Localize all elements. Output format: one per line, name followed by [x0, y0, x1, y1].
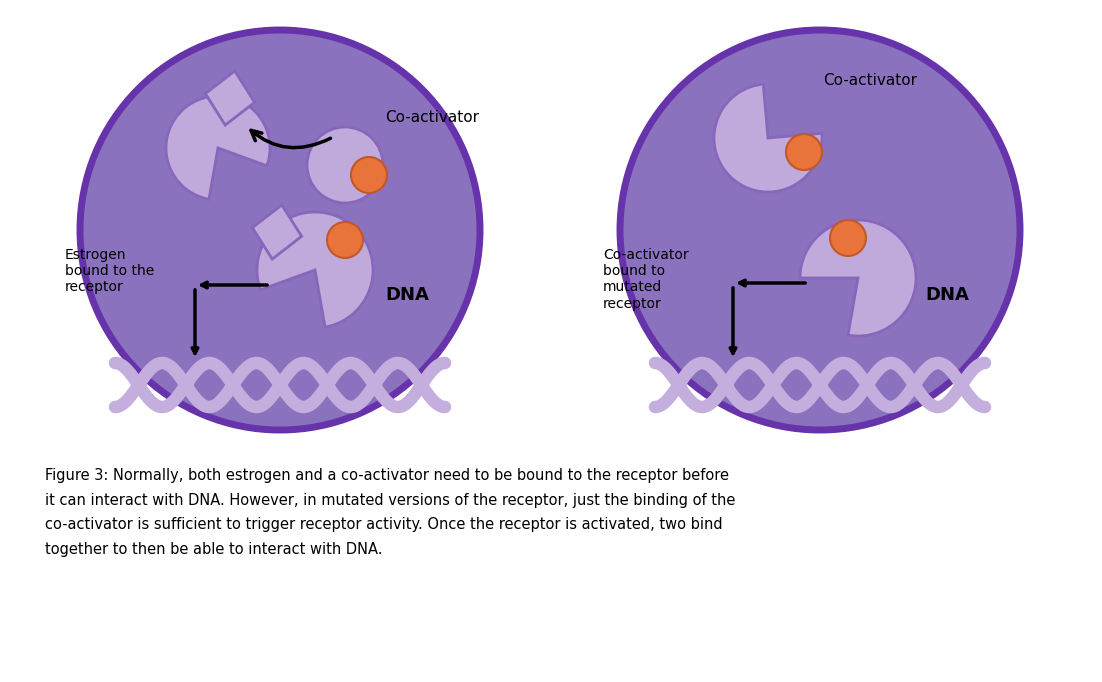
Polygon shape [257, 212, 372, 327]
Text: Co-activator: Co-activator [385, 110, 479, 125]
Polygon shape [252, 205, 302, 259]
Circle shape [80, 30, 480, 430]
Polygon shape [800, 220, 916, 336]
Text: Figure 3: Normally, both estrogen and a co-activator need to be bound to the rec: Figure 3: Normally, both estrogen and a … [45, 468, 735, 557]
Circle shape [352, 157, 387, 193]
Text: Co-activator
bound to
mutated
receptor: Co-activator bound to mutated receptor [603, 248, 689, 310]
Polygon shape [166, 96, 270, 199]
Text: Estrogen
bound to the
receptor: Estrogen bound to the receptor [65, 248, 154, 295]
Circle shape [830, 220, 866, 256]
Polygon shape [205, 71, 255, 125]
Circle shape [786, 134, 822, 170]
Text: DNA: DNA [385, 286, 429, 304]
Circle shape [307, 127, 383, 203]
Circle shape [620, 30, 1020, 430]
FancyArrowPatch shape [251, 130, 331, 148]
Text: DNA: DNA [925, 286, 969, 304]
Text: Co-activator: Co-activator [823, 73, 917, 88]
Polygon shape [714, 84, 822, 192]
Circle shape [327, 222, 363, 258]
